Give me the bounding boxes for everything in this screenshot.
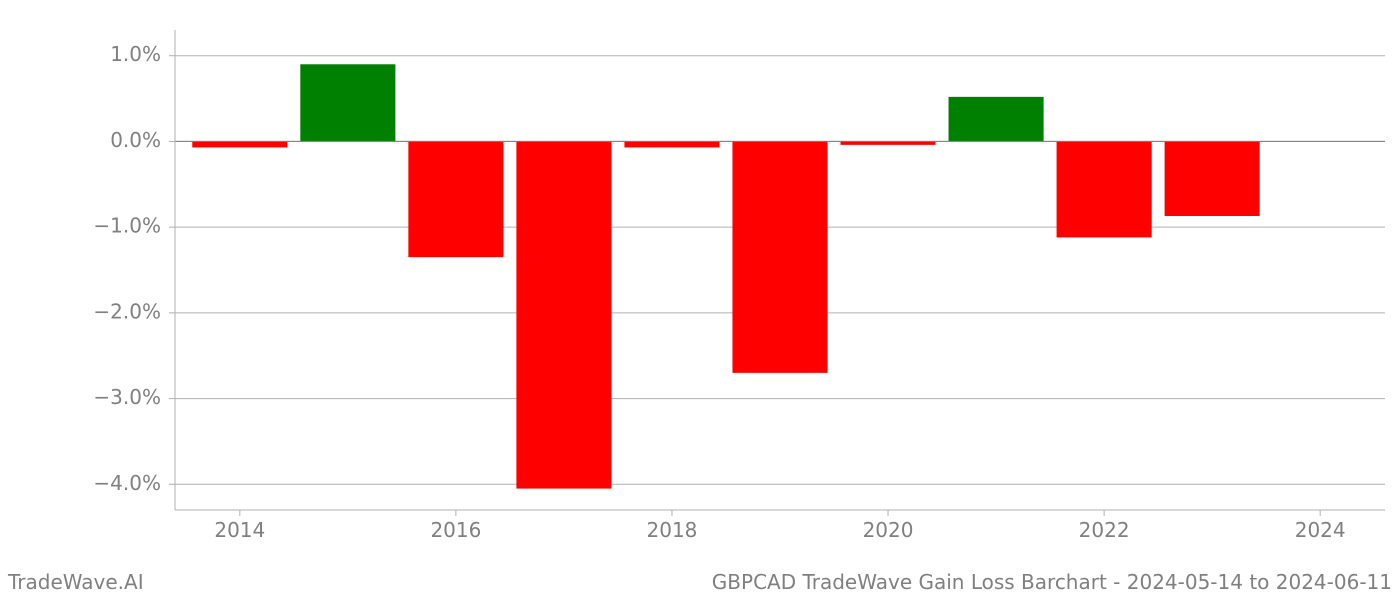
bar: [732, 141, 827, 372]
x-axis-ticks: 2014 2016 2018 2020 2022 2024: [214, 510, 1345, 542]
bar: [192, 141, 287, 147]
x-tick-label: 2020: [863, 518, 914, 542]
y-tick-label: 0.0%: [110, 128, 161, 152]
x-tick-label: 2024: [1295, 518, 1346, 542]
y-tick-label: −4.0%: [93, 471, 161, 495]
bar: [624, 141, 719, 147]
chart-container: −4.0%−3.0%−2.0%−1.0%0.0%1.0% 20142016201…: [0, 0, 1400, 600]
x-tick-label: 2014: [214, 518, 265, 542]
bar: [516, 141, 611, 488]
footer-caption: GBPCAD TradeWave Gain Loss Barchart - 20…: [712, 570, 1392, 594]
bars-layer: [192, 64, 1259, 488]
bar: [300, 64, 395, 141]
x-tick-label: 2018: [647, 518, 698, 542]
y-tick-label: −1.0%: [93, 214, 161, 238]
y-tick-label: −3.0%: [93, 385, 161, 409]
y-tick-label: −2.0%: [93, 299, 161, 323]
bar: [1165, 141, 1260, 216]
x-tick-label: 2016: [430, 518, 481, 542]
y-tick-label: 1.0%: [110, 42, 161, 66]
bar: [949, 97, 1044, 142]
bar: [408, 141, 503, 257]
y-axis-ticks: −4.0% −3.0% −2.0% −1.0% 0.0% 1.0%: [93, 42, 175, 495]
bar: [841, 141, 936, 144]
footer-brand: TradeWave.AI: [8, 570, 144, 594]
bar: [1057, 141, 1152, 237]
x-tick-label: 2022: [1079, 518, 1130, 542]
bar-chart: −4.0%−3.0%−2.0%−1.0%0.0%1.0% 20142016201…: [0, 0, 1400, 600]
